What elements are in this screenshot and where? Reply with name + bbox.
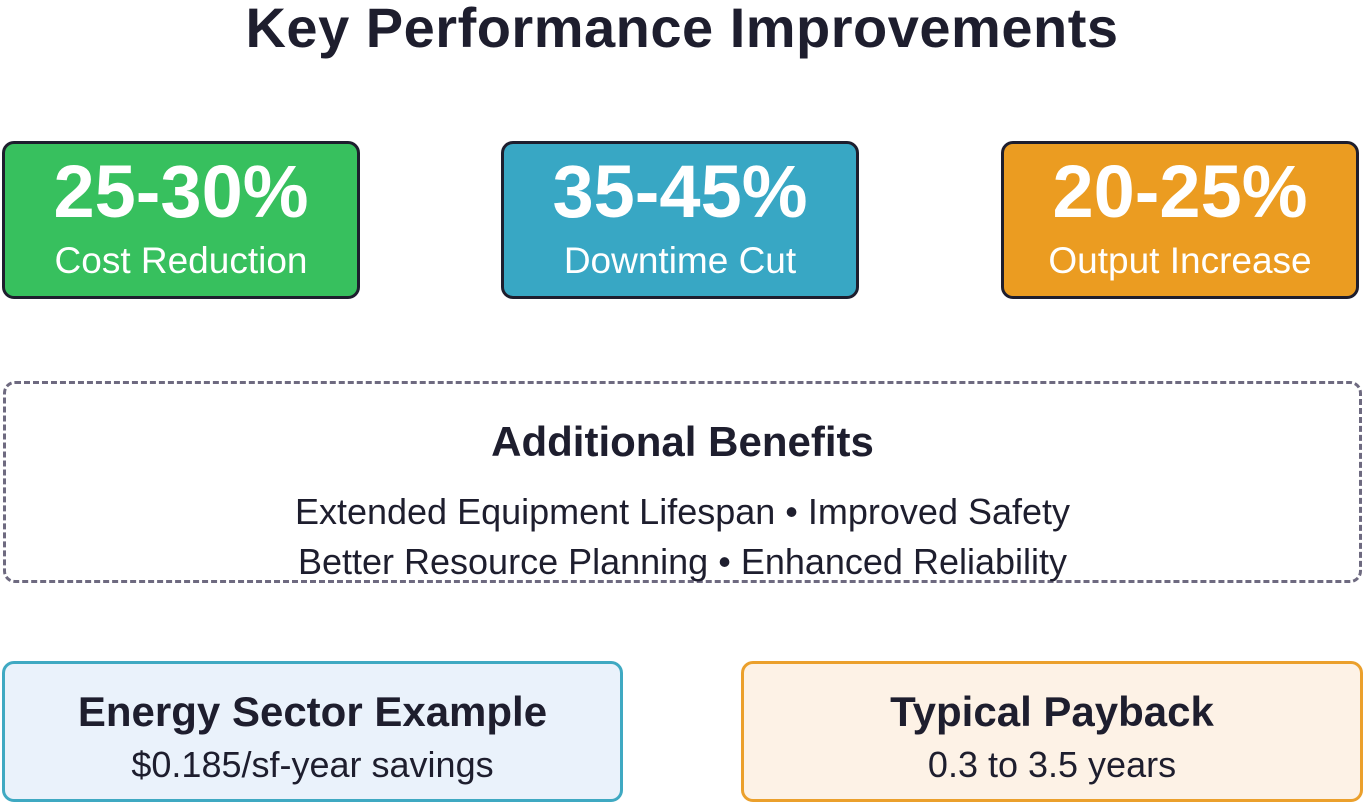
energy-sector-example-card: Energy Sector Example $0.185/sf-year sav…	[2, 661, 623, 802]
metric-card-output-increase: 20-25% Output Increase	[1001, 141, 1359, 299]
benefits-line: Better Resource Planning • Enhanced Reli…	[297, 541, 1068, 582]
metric-label: Downtime Cut	[563, 240, 797, 281]
additional-benefits-box: Additional Benefits Extended Equipment L…	[3, 381, 1362, 583]
metric-label: Output Increase	[1048, 240, 1312, 281]
metric-value: 25-30%	[53, 150, 309, 233]
energy-example-savings: $0.185/sf-year savings	[131, 744, 494, 785]
metric-card-cost-reduction: 25-30% Cost Reduction	[2, 141, 360, 299]
typical-payback-card: Typical Payback 0.3 to 3.5 years	[741, 661, 1363, 802]
benefits-line: Extended Equipment Lifespan • Improved S…	[294, 491, 1071, 532]
metric-label: Cost Reduction	[54, 240, 308, 281]
page-title: Key Performance Improvements	[245, 0, 1119, 59]
metric-value: 35-45%	[552, 150, 808, 233]
metric-value: 20-25%	[1052, 150, 1308, 233]
benefits-title: Additional Benefits	[491, 418, 874, 465]
energy-example-title: Energy Sector Example	[77, 688, 548, 735]
metric-card-downtime-cut: 35-45% Downtime Cut	[501, 141, 859, 299]
payback-range: 0.3 to 3.5 years	[927, 744, 1177, 785]
payback-title: Typical Payback	[890, 688, 1214, 735]
